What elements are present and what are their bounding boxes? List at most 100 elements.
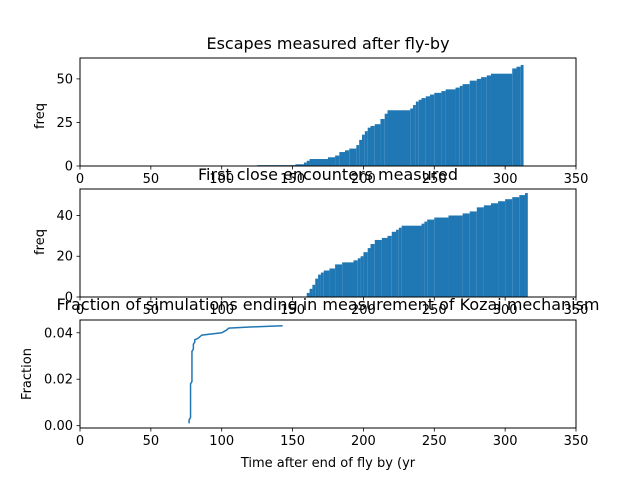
x-tick-label: 50 bbox=[143, 172, 160, 187]
histogram-bar bbox=[328, 157, 336, 166]
histogram-bar bbox=[360, 256, 364, 297]
histogram-bar bbox=[469, 211, 477, 297]
tick-layer: 0 50 100 150 200 250 300 350 0 25 50 bbox=[56, 72, 588, 187]
x-axis-label: Time after end of fly by (yr bbox=[240, 456, 416, 471]
x-tick-label: 300 bbox=[493, 434, 518, 449]
histogram-bar bbox=[303, 162, 307, 166]
histogram-bar bbox=[315, 278, 319, 297]
chart-title: Escapes measured after fly-by bbox=[206, 34, 449, 53]
y-tick-label: 0.04 bbox=[44, 326, 73, 341]
histogram-bar bbox=[367, 127, 371, 166]
histogram-bar bbox=[339, 152, 346, 166]
histogram-bar bbox=[441, 91, 446, 166]
histogram-bar bbox=[306, 160, 310, 166]
histogram-bar bbox=[415, 101, 419, 166]
x-tick-label: 250 bbox=[422, 434, 447, 449]
histogram-bar bbox=[370, 125, 375, 166]
chart-title: First close encounters measured bbox=[198, 165, 458, 184]
x-tick-label: 0 bbox=[76, 172, 84, 187]
x-tick-label: 350 bbox=[564, 303, 589, 318]
histogram-bar bbox=[413, 105, 416, 166]
x-tick-label: 100 bbox=[209, 303, 234, 318]
histogram-bar bbox=[434, 92, 442, 166]
histogram-bar bbox=[459, 85, 463, 166]
x-tick-label: 0 bbox=[76, 303, 84, 318]
x-tick-label: 350 bbox=[564, 172, 589, 187]
histogram-bar bbox=[345, 150, 350, 166]
y-tick-label: 40 bbox=[56, 209, 73, 224]
histogram-bar bbox=[427, 219, 435, 297]
histogram-bar bbox=[323, 270, 330, 297]
series-marks bbox=[188, 325, 283, 424]
x-tick-label: 200 bbox=[351, 434, 376, 449]
histogram-bar bbox=[396, 229, 399, 297]
histogram-bar bbox=[329, 268, 336, 297]
subplot-encounters: First close encounters measured freq 0 50… bbox=[33, 165, 588, 318]
plot-frame bbox=[79, 319, 577, 429]
histogram-bar bbox=[320, 272, 324, 297]
histogram-bar bbox=[335, 155, 340, 166]
y-tick-label: 50 bbox=[56, 72, 73, 87]
histogram-bar bbox=[309, 159, 328, 166]
histogram-bar bbox=[455, 87, 460, 166]
histogram-bar bbox=[524, 193, 528, 297]
y-tick-label: 20 bbox=[56, 250, 73, 265]
y-tick-label: 25 bbox=[56, 116, 73, 131]
histogram-bar bbox=[309, 288, 313, 297]
histogram-bar bbox=[430, 94, 435, 166]
chart-title: Fraction of simulations ending in measur… bbox=[56, 295, 599, 314]
histogram-bar bbox=[356, 145, 360, 166]
histogram-bar bbox=[481, 77, 487, 166]
histogram-bar bbox=[445, 89, 456, 166]
histogram-bar bbox=[349, 148, 357, 166]
histogram-bar bbox=[362, 134, 365, 166]
plot-frame bbox=[79, 188, 577, 298]
histogram-bar bbox=[312, 284, 316, 297]
histogram-bar bbox=[434, 217, 449, 297]
histogram-bar bbox=[448, 215, 463, 297]
x-tick-label: 150 bbox=[280, 172, 305, 187]
histogram-bar bbox=[391, 231, 397, 297]
histogram-bar bbox=[418, 99, 422, 166]
x-tick-label: 50 bbox=[143, 303, 160, 318]
x-tick-label: 0 bbox=[76, 434, 84, 449]
histogram-bar bbox=[490, 203, 499, 297]
x-tick-label: 200 bbox=[351, 172, 376, 187]
histogram-bar bbox=[421, 223, 425, 297]
histogram-bar bbox=[381, 237, 388, 297]
x-tick-label: 50 bbox=[143, 434, 160, 449]
histogram-bar bbox=[421, 98, 426, 166]
histogram-bar bbox=[401, 225, 422, 297]
histogram-bar bbox=[410, 108, 414, 166]
histogram-bar bbox=[335, 264, 343, 297]
histogram-bar bbox=[469, 80, 477, 166]
histogram-bar bbox=[367, 248, 371, 297]
histogram-bar bbox=[512, 68, 517, 166]
y-tick-label: 0.00 bbox=[44, 419, 73, 434]
fraction-line bbox=[188, 325, 283, 424]
subplot-escapes: Escapes measured after fly-by freq 0 50 10… bbox=[33, 34, 588, 187]
histogram-bar bbox=[483, 205, 491, 297]
series-marks bbox=[306, 193, 528, 297]
histogram-bar bbox=[364, 131, 368, 166]
x-tick-label: 150 bbox=[280, 303, 305, 318]
tick-layer: 0 50 100 150 200 250 300 350 0.00 0.02 0.04 bbox=[44, 326, 588, 449]
histogram-bar bbox=[490, 73, 513, 166]
histogram-bar bbox=[512, 197, 520, 297]
histogram-bar bbox=[462, 84, 470, 166]
y-tick-label: 0 bbox=[65, 291, 73, 306]
x-tick-label: 100 bbox=[209, 172, 234, 187]
histogram-bar bbox=[374, 124, 381, 166]
histogram-bar bbox=[363, 252, 368, 297]
histogram-bar bbox=[387, 110, 411, 166]
histogram-bar bbox=[476, 207, 484, 297]
histogram-bar bbox=[520, 64, 524, 166]
histogram-bar bbox=[387, 235, 392, 297]
histogram-bar bbox=[374, 239, 382, 297]
y-tick-label: 0 bbox=[65, 160, 73, 175]
y-axis-label: Fraction bbox=[20, 348, 35, 400]
histogram-bar bbox=[398, 227, 402, 297]
histogram-bar bbox=[424, 221, 428, 297]
